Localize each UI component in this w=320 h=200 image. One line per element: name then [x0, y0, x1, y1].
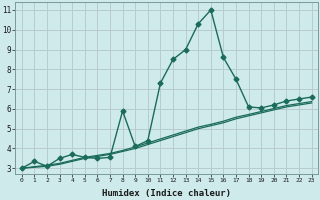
X-axis label: Humidex (Indice chaleur): Humidex (Indice chaleur): [102, 189, 231, 198]
